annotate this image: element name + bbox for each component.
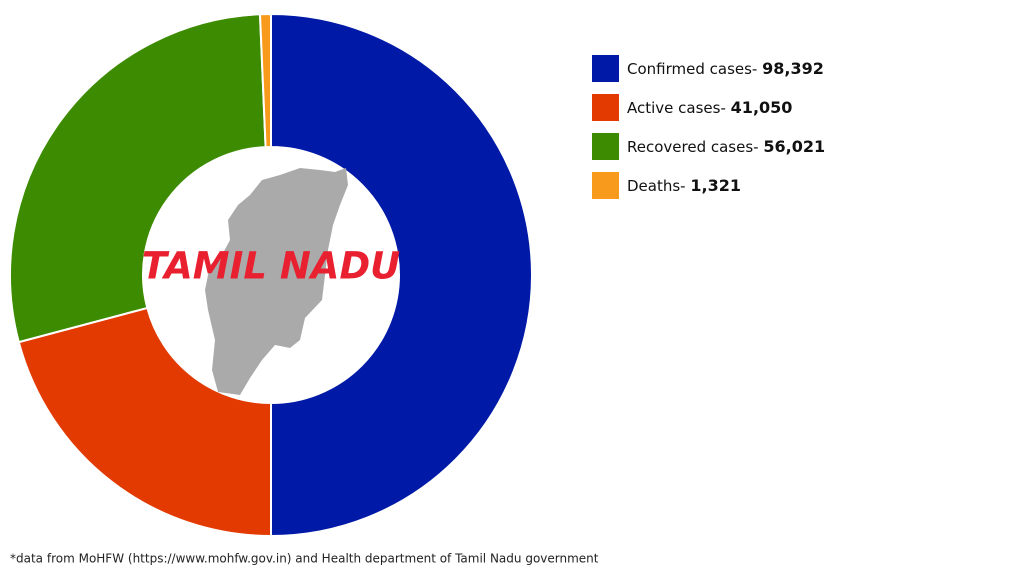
legend-value: 41,050 bbox=[731, 98, 793, 117]
footnote: *data from MoHFW (https://www.mohfw.gov.… bbox=[10, 552, 599, 566]
map-shape bbox=[205, 168, 348, 395]
legend-swatch bbox=[592, 55, 619, 82]
legend-name: Recovered cases- bbox=[627, 138, 759, 156]
slice bbox=[17, 306, 272, 538]
slice bbox=[9, 13, 267, 344]
legend-swatch bbox=[592, 94, 619, 121]
legend-label: Recovered cases- 56,021 bbox=[627, 137, 825, 156]
legend-swatch bbox=[592, 133, 619, 160]
slice bbox=[270, 12, 533, 538]
legend-name: Deaths- bbox=[627, 177, 686, 195]
legend-label: Active cases- 41,050 bbox=[627, 98, 792, 117]
center-label: TAMIL NADU bbox=[142, 245, 400, 288]
legend: Confirmed cases- 98,392 Active cases- 41,… bbox=[592, 55, 825, 199]
legend-label: Deaths- 1,321 bbox=[627, 176, 741, 195]
legend-swatch bbox=[592, 172, 619, 199]
legend-value: 98,392 bbox=[762, 59, 824, 78]
donut bbox=[9, 12, 533, 538]
legend-name: Active cases- bbox=[627, 99, 726, 117]
legend-name: Confirmed cases- bbox=[627, 60, 757, 78]
legend-value: 1,321 bbox=[690, 176, 741, 195]
legend-label: Confirmed cases- 98,392 bbox=[627, 59, 824, 78]
slice bbox=[258, 12, 272, 149]
legend-value: 56,021 bbox=[763, 137, 825, 156]
